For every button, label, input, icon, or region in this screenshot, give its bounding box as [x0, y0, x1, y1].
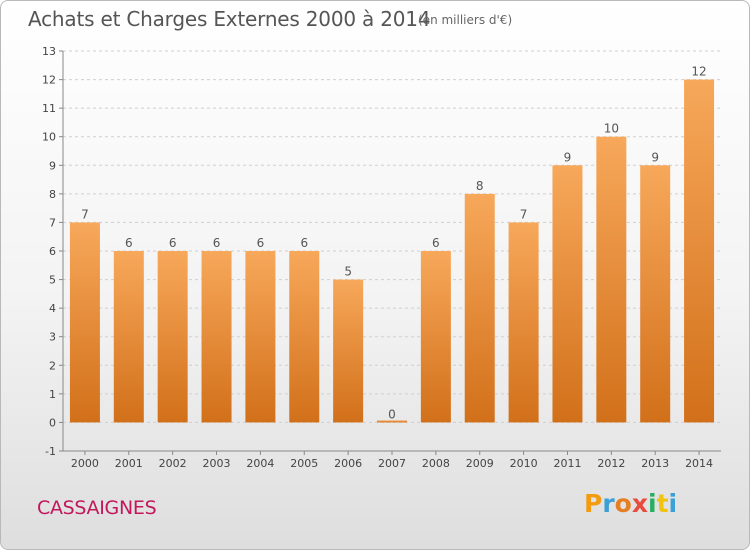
bar — [201, 251, 232, 423]
bar — [464, 193, 495, 423]
y-tick-label: 13 — [42, 45, 56, 58]
proxiti-logo: Proxiti — [584, 489, 677, 518]
bar — [508, 222, 539, 423]
logo-letter: i — [668, 489, 678, 518]
logo-letter: x — [631, 489, 648, 518]
data-label: 9 — [564, 150, 572, 164]
x-tick-label: 2011 — [553, 457, 581, 470]
logo-letter: o — [614, 489, 632, 518]
data-label: 6 — [300, 236, 308, 250]
bar — [640, 165, 671, 423]
y-tick-label: 6 — [49, 245, 56, 258]
commune-name: CASSAIGNES — [37, 497, 157, 519]
y-tick-label: 11 — [42, 102, 56, 115]
y-tick-label: 0 — [49, 416, 56, 429]
y-tick-label: 7 — [49, 216, 56, 229]
x-tick-label: 2008 — [422, 457, 450, 470]
data-label: 0 — [388, 407, 396, 421]
bar — [333, 279, 364, 423]
x-tick-label: 2013 — [641, 457, 669, 470]
bar — [113, 251, 144, 423]
y-tick-label: 10 — [42, 131, 56, 144]
bar — [157, 251, 188, 423]
y-tick-label: 12 — [42, 74, 56, 87]
data-label: 6 — [257, 236, 265, 250]
chart-title: Achats et Charges Externes 2000 à 2014 — [28, 7, 431, 31]
bar — [684, 79, 715, 423]
bar — [596, 136, 627, 423]
bar — [289, 251, 320, 423]
bar — [420, 251, 451, 423]
y-tick-label: 4 — [49, 302, 56, 315]
x-tick-label: 2009 — [466, 457, 494, 470]
x-tick-label: 2014 — [685, 457, 713, 470]
y-tick-label: 2 — [49, 359, 56, 372]
y-tick-label: 3 — [49, 331, 56, 344]
y-tick-label: 9 — [49, 159, 56, 172]
data-label: 7 — [81, 207, 89, 221]
y-tick-label: 1 — [49, 388, 56, 401]
x-tick-label: 2006 — [334, 457, 362, 470]
x-tick-label: 2000 — [71, 457, 99, 470]
data-label: 6 — [432, 236, 440, 250]
y-tick-label: -1 — [45, 445, 56, 458]
data-label: 6 — [125, 236, 133, 250]
logo-letter: i — [648, 489, 657, 518]
x-tick-label: 2010 — [510, 457, 538, 470]
bar — [552, 165, 583, 423]
data-label: 6 — [213, 236, 221, 250]
x-tick-label: 2005 — [290, 457, 318, 470]
x-tick-label: 2007 — [378, 457, 406, 470]
logo-letter: P — [584, 489, 603, 518]
x-tick-label: 2002 — [159, 457, 187, 470]
data-label: 6 — [169, 236, 177, 250]
x-tick-label: 2003 — [203, 457, 231, 470]
bar — [245, 251, 276, 423]
chart-unit: (en milliers d'€) — [418, 13, 513, 27]
data-label: 5 — [344, 265, 352, 279]
logo-letter: r — [602, 489, 615, 518]
x-tick-label: 2004 — [246, 457, 274, 470]
data-label: 12 — [691, 65, 706, 79]
y-tick-label: 8 — [49, 188, 56, 201]
x-tick-label: 2012 — [597, 457, 625, 470]
data-label: 7 — [520, 207, 528, 221]
x-tick-label: 2001 — [115, 457, 143, 470]
bar — [69, 222, 100, 423]
data-label: 10 — [604, 122, 619, 136]
data-label: 9 — [651, 150, 659, 164]
y-tick-label: 5 — [49, 274, 56, 287]
bar — [377, 420, 407, 423]
logo-letter: t — [656, 489, 669, 518]
data-label: 8 — [476, 179, 484, 193]
